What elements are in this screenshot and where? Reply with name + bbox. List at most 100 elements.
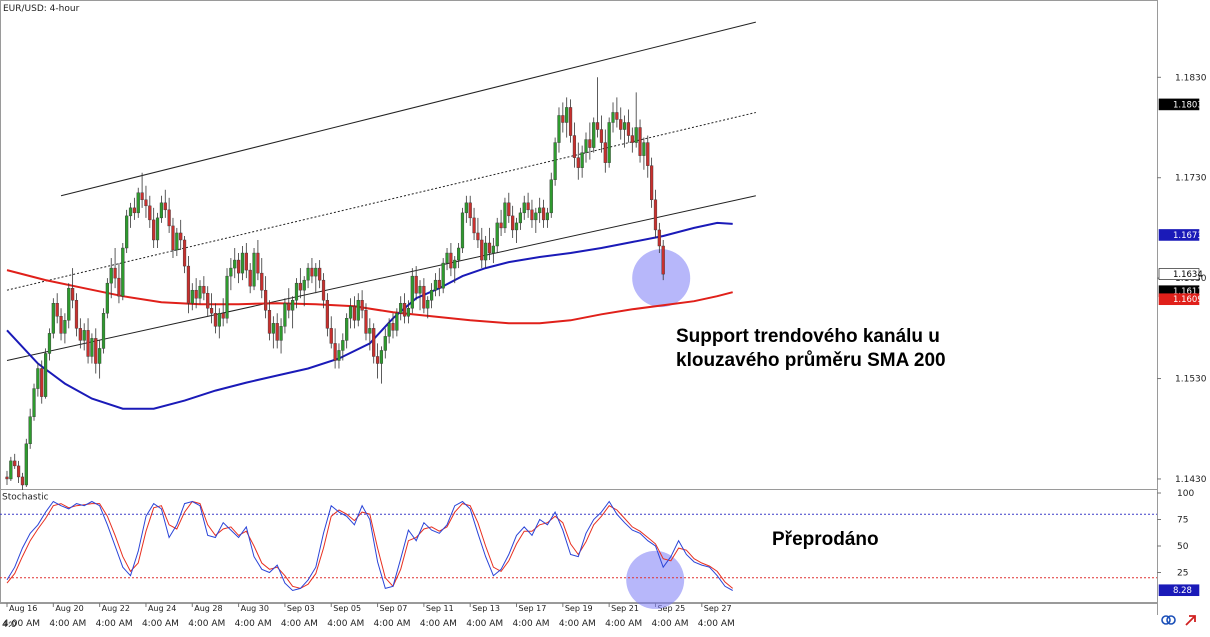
- candle-body: [55, 303, 59, 317]
- time-tick-time: 4:00 AM: [142, 619, 179, 629]
- candle: [476, 217, 480, 249]
- candle-body: [345, 318, 349, 341]
- stoch-pane-frame: [0, 489, 1158, 603]
- price-tick-label: 1.1730: [1175, 174, 1207, 184]
- candle-body: [260, 272, 264, 291]
- sma200-line: [6, 269, 733, 325]
- candle-body: [352, 306, 356, 321]
- candle: [572, 122, 577, 168]
- candle: [40, 360, 44, 404]
- price-tick-label: 1.1830: [1175, 73, 1207, 83]
- candle-body: [387, 323, 391, 337]
- candle: [433, 273, 438, 297]
- candle: [252, 248, 256, 291]
- value-tag-bg: [1158, 293, 1200, 306]
- stoch-label-bg: [1, 490, 41, 502]
- candle-body: [275, 323, 279, 341]
- candle-body: [16, 465, 21, 478]
- candle: [406, 300, 411, 324]
- oversold-annotation: Přeprodáno: [772, 529, 879, 550]
- candle: [175, 227, 179, 257]
- candle: [661, 239, 665, 281]
- candle-body: [464, 202, 468, 214]
- candle-body: [294, 282, 299, 301]
- arrow-icon[interactable]: [1185, 615, 1196, 626]
- time-tick-date: Sep 27: [704, 604, 732, 613]
- candle-body: [650, 165, 654, 201]
- candle-body: [267, 310, 272, 334]
- candle-body: [422, 285, 426, 309]
- candle: [36, 363, 40, 397]
- candle: [619, 107, 623, 140]
- candle: [607, 117, 611, 168]
- candle: [495, 217, 499, 254]
- candle-body: [383, 336, 387, 351]
- candle: [360, 290, 364, 319]
- candle-body: [626, 122, 631, 136]
- time-tick-date: Aug 16: [9, 604, 37, 613]
- candle-body: [561, 115, 565, 123]
- time-tick-time: 4:00 AM: [466, 619, 503, 629]
- candle-body: [20, 476, 25, 486]
- candle: [264, 276, 268, 319]
- candle: [441, 258, 445, 294]
- support-annotation-line2: klouzavého průměru SMA 200: [676, 350, 946, 371]
- candle-body: [356, 300, 360, 321]
- candle-body: [271, 323, 275, 334]
- candle-body: [348, 306, 353, 319]
- candle-body: [495, 222, 499, 247]
- candle-body: [128, 207, 133, 217]
- candle-body: [47, 333, 52, 354]
- link-icon[interactable]: [1161, 615, 1176, 625]
- candle: [63, 313, 67, 344]
- candle-body: [24, 443, 28, 486]
- candle-body: [90, 338, 94, 357]
- candle-body: [549, 179, 553, 214]
- candle-body: [109, 267, 113, 284]
- candle: [206, 286, 210, 317]
- candle-body: [445, 252, 449, 264]
- candle-body: [522, 202, 526, 214]
- candle-body: [449, 252, 453, 269]
- candle-body: [484, 242, 488, 261]
- candle-body: [588, 139, 592, 148]
- candle-body: [51, 303, 55, 334]
- time-tick-time: 4:00 AM: [374, 619, 411, 629]
- time-tick-time: 4:00 AM: [188, 619, 225, 629]
- candle: [565, 97, 569, 138]
- candle-body: [321, 279, 326, 301]
- candle-body: [236, 259, 241, 274]
- time-tick-time: 4:00 AM: [559, 619, 596, 629]
- value-tag: 8.28: [1158, 584, 1200, 596]
- candle: [599, 115, 604, 153]
- candle: [445, 248, 449, 271]
- time-tick-date: Sep 13: [472, 604, 500, 613]
- price-tick-label: 1.1430: [1175, 475, 1207, 485]
- candle-body: [430, 289, 434, 301]
- candle: [337, 343, 341, 369]
- channel-upper-line: [60, 21, 756, 197]
- candle-body: [545, 212, 549, 221]
- candle-body: [638, 127, 642, 156]
- candle: [341, 333, 345, 361]
- candle-body: [418, 285, 422, 294]
- stoch-k-line: [6, 500, 733, 592]
- candle-body: [113, 267, 117, 279]
- candle: [117, 263, 121, 304]
- candle-body: [86, 330, 90, 357]
- stoch-tags: 8.28: [1158, 584, 1200, 596]
- corner-ticker-fragment: 4:0: [2, 620, 17, 630]
- candle: [391, 313, 395, 339]
- candle: [623, 115, 627, 148]
- time-tick-date: Aug 20: [55, 604, 83, 613]
- value-tag: 1.1803: [1158, 98, 1203, 110]
- candle-body: [592, 122, 596, 148]
- candle: [549, 172, 553, 218]
- candle: [233, 248, 237, 279]
- candle: [32, 383, 36, 421]
- candle: [310, 258, 314, 284]
- candle-body: [329, 328, 333, 344]
- candle-body: [310, 267, 314, 277]
- candle-body: [9, 460, 13, 480]
- candle-body: [132, 207, 136, 214]
